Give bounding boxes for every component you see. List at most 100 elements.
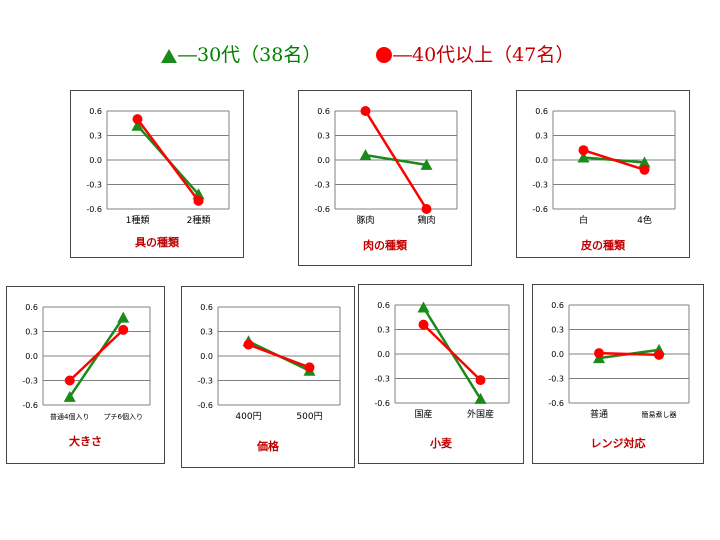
series-line — [583, 149, 645, 171]
chart-panel-price: 0.6 0.3 0.0 -0.3 -0.6 400円 500円 価格 — [181, 286, 355, 468]
chart-plot-skin-type: 0.6 0.3 0.0 -0.3 -0.6 白 4色 — [532, 107, 676, 226]
data-point-circle — [421, 204, 432, 214]
data-point-circle — [360, 106, 371, 116]
chart-panel-size: 0.6 0.3 0.0 -0.3 -0.6 普通4個入り プチ6個入り 大きさ — [6, 286, 165, 464]
chart-panel-skin-type: 0.6 0.3 0.0 -0.3 -0.6 白 4色 皮の種類 — [516, 90, 690, 258]
y-tick-label: 0.6 — [200, 303, 213, 312]
y-tick-label: 0.0 — [200, 352, 213, 361]
y-tick-label: 0.3 — [89, 132, 102, 141]
data-point-circle — [132, 114, 143, 125]
x-tick-label: 鶏肉 — [417, 214, 435, 226]
series-line — [422, 323, 482, 382]
legend-item-30s: ―30代（38名） — [160, 40, 321, 67]
y-tick-label: 0.6 — [551, 301, 564, 310]
data-point-triangle — [359, 149, 372, 161]
y-tick-label: -0.6 — [374, 399, 390, 408]
chart-title-price: 価格 — [257, 440, 279, 453]
data-point-circle — [475, 375, 486, 386]
y-tick-label: 0.6 — [89, 107, 102, 116]
data-point-circle — [578, 145, 589, 156]
y-tick-label: 0.0 — [89, 156, 102, 165]
y-tick-label: 0.6 — [25, 303, 38, 312]
legend-item-40s: ―40代以上（47名） — [375, 40, 574, 67]
series-line — [598, 351, 660, 357]
chart-panel-microwave: 0.6 0.3 0.0 -0.3 -0.6 普通 簡易煮し器 レンジ対応 — [532, 284, 704, 464]
chart-title-size: 大きさ — [69, 435, 102, 448]
y-tick-label: 0.3 — [200, 328, 213, 337]
data-point-triangle — [420, 158, 433, 170]
data-point-circle — [243, 339, 254, 350]
y-tick-label: 0.0 — [535, 156, 548, 165]
data-point-circle — [118, 324, 129, 335]
y-tick-label: 0.3 — [535, 132, 548, 141]
data-point-circle — [304, 362, 315, 373]
series-line — [364, 110, 428, 210]
y-tick-label: 0.3 — [25, 328, 38, 337]
chart-title-filling-type: 具の種類 — [135, 236, 179, 249]
chart-panel-filling-type: 0.6 0.3 0.0 -0.3 -0.6 1種類 2種類 具の種類 — [70, 90, 244, 258]
data-point-circle — [418, 319, 429, 330]
chart-plot-filling-type: 0.6 0.3 0.0 -0.3 -0.6 1種類 2種類 — [86, 107, 230, 226]
x-tick-label: 外国産 — [467, 408, 494, 420]
chart-title-skin-type: 皮の種類 — [581, 239, 625, 252]
x-tick-label: 4色 — [637, 214, 652, 226]
data-point-circle — [639, 164, 650, 175]
y-tick-label: -0.6 — [22, 401, 38, 410]
chart-panel-meat-type: 0.6 0.3 0.0 -0.3 -0.6 豚肉 鶏肉 肉の種類 — [298, 90, 472, 266]
circle-marker-icon — [376, 47, 392, 63]
y-tick-label: 0.3 — [551, 326, 564, 335]
data-point-triangle — [131, 119, 144, 131]
y-tick-label: -0.3 — [197, 377, 213, 386]
y-tick-label: -0.6 — [197, 401, 213, 410]
data-point-circle — [654, 349, 664, 360]
chart-title-wheat: 小麦 — [430, 437, 452, 450]
x-tick-label: 国産 — [414, 408, 432, 420]
y-tick-label: 0.6 — [317, 107, 330, 116]
y-tick-label: 0.3 — [317, 132, 330, 141]
x-tick-label: 普通4個入り — [50, 412, 89, 421]
data-point-circle — [193, 195, 204, 206]
x-tick-label: プチ6個入り — [104, 412, 143, 421]
data-point-triangle — [474, 392, 487, 404]
data-point-triangle — [417, 301, 430, 313]
data-point-triangle — [117, 311, 130, 323]
chart-title-meat-type: 肉の種類 — [363, 239, 407, 252]
y-tick-label: -0.3 — [22, 377, 38, 386]
series-line — [68, 328, 125, 382]
x-tick-label: 1種類 — [126, 215, 150, 226]
x-tick-label: 400円 — [235, 411, 261, 422]
y-tick-label: 0.0 — [25, 352, 38, 361]
data-point-circle — [594, 348, 604, 359]
y-tick-label: 0.3 — [377, 326, 390, 335]
y-tick-label: 0.0 — [377, 350, 390, 359]
y-tick-label: -0.6 — [532, 205, 548, 214]
y-tick-label: -0.3 — [548, 375, 564, 384]
chart-panel-wheat: 0.6 0.3 0.0 -0.3 -0.6 国産 外国産 小麦 — [358, 284, 524, 464]
data-point-triangle — [577, 151, 590, 163]
x-tick-label: 普通 — [590, 408, 608, 420]
data-point-triangle — [63, 390, 76, 402]
y-tick-label: 0.0 — [317, 156, 330, 165]
chart-plot-microwave: 0.6 0.3 0.0 -0.3 -0.6 普通 簡易煮し器 — [548, 301, 690, 420]
legend-label-30s: ―30代（38名） — [178, 44, 322, 66]
y-tick-label: -0.6 — [86, 205, 102, 214]
chart-plot-size: 0.6 0.3 0.0 -0.3 -0.6 普通4個入り プチ6個入り — [22, 303, 151, 421]
series-line — [248, 343, 310, 369]
series-line — [68, 316, 125, 398]
data-point-triangle — [638, 156, 651, 168]
data-point-circle — [64, 375, 75, 386]
y-tick-label: -0.3 — [532, 181, 548, 190]
triangle-marker-icon — [161, 49, 177, 63]
y-tick-label: 0.6 — [535, 107, 548, 116]
x-tick-label: 簡易煮し器 — [642, 410, 677, 419]
y-tick-label: 0.6 — [377, 301, 390, 310]
legend-label-40s: ―40代以上（47名） — [393, 44, 575, 66]
y-tick-label: -0.3 — [374, 375, 390, 384]
chart-title-microwave: レンジ対応 — [590, 437, 646, 450]
chart-plot-wheat: 0.6 0.3 0.0 -0.3 -0.6 国産 外国産 — [374, 301, 510, 420]
chart-plot-meat-type: 0.6 0.3 0.0 -0.3 -0.6 豚肉 鶏肉 — [314, 106, 458, 226]
y-tick-label: 0.0 — [551, 350, 564, 359]
x-tick-label: 500円 — [296, 411, 322, 422]
y-tick-label: -0.3 — [314, 181, 330, 190]
series-line — [136, 118, 200, 202]
